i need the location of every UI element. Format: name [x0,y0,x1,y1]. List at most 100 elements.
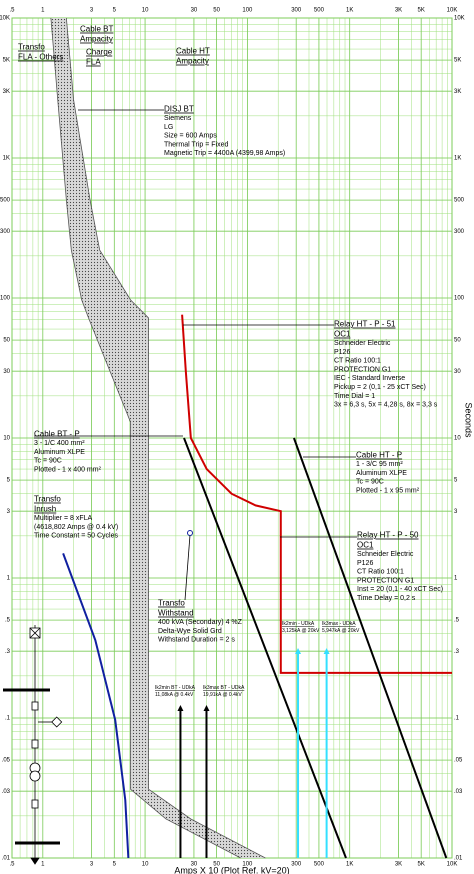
annotation-line: Time Dial = 1 [334,393,375,400]
annotation-line: 3x = 6,3 s, 5x = 4,28 s, 8x = 3,3 s [334,402,438,409]
withstand-point [187,530,193,536]
x-tick-label: 500 [314,862,325,868]
y-tick-label: .5 [5,618,11,624]
arrow-label: Ik3max - UDkA [322,621,356,627]
annotation-line: Tc = 90C [356,479,384,486]
y-tick-label: .03 [454,789,463,795]
y-tick-label: 100 [454,296,465,302]
y-tick-label: 50 [454,338,461,344]
annotation-title: FLA - Others [18,53,63,62]
annotation-line: Inst = 20 (0,1 - 40 xCT Sec) [357,586,443,593]
single-line-diagram [3,625,63,865]
x-tick-label: 1 [41,862,45,868]
annotation-line: Delta-Wye Solid Grd [158,628,222,635]
y-tick-label: .03 [2,789,11,795]
arrow-head [323,648,330,654]
x-tick-label: 10 [142,8,149,14]
annotation-title: Cable HT [176,47,210,56]
x-tick-label: 50 [213,8,220,14]
x-tick-label: 1 [41,8,45,14]
x-tick-label: 3 [90,8,94,14]
y-tick-label: 1 [7,576,11,582]
annotation-title: Withstand [158,609,194,618]
annotation-title: Transfo [18,43,45,52]
x-tick-label: 3K [395,862,402,868]
annotation-title: DISJ BT [164,105,194,114]
x-tick-label: 1K [346,862,353,868]
x-tick-label: 3 [90,862,94,868]
x-tick-label: 100 [242,862,253,868]
y-tick-label: 5 [7,478,11,484]
x-axis-label: Amps X 10 (Plot Ref. kV=20) [174,865,289,874]
annotation-title: Ampacity [176,57,209,66]
x-tick-label: 5K [418,8,425,14]
x-tick-label: 30 [191,862,198,868]
annotation-line: PROTECTION G1 [357,577,414,584]
arrow-head [177,705,184,711]
annotation-line: Schneider Electric [357,551,414,558]
annotation-line: Size = 600 Amps [164,133,217,140]
x-tick-label: .5 [9,8,15,14]
annotation-line: Pickup = 2 (0,1 - 25 xCT Sec) [334,384,426,391]
y-tick-label: 3K [3,89,10,95]
y-tick-label: .05 [2,758,11,764]
annotation-line: Multiplier = 8 xFLA [34,515,92,522]
y-tick-label: .01 [2,856,11,862]
y-axis-label: Seconds [464,402,474,438]
y-tick-label: 300 [454,229,465,235]
annotation-line: PROTECTION G1 [334,366,391,373]
annotation-line: IEC - Standard Inverse [334,375,405,382]
y-tick-label: 5K [454,58,461,64]
y-tick-label: 10K [0,16,10,22]
y-tick-label: .3 [5,649,11,655]
x-tick-label: 30 [191,8,198,14]
y-tick-label: 3K [454,89,461,95]
annotation-line: Aluminum XLPE [356,470,407,477]
x-tick-label: 5K [418,862,425,868]
annotation-title: FLA [86,58,101,67]
grid [11,17,453,859]
band-fill [50,18,266,858]
arrow-label: Ik3max BT - UDkA [203,685,245,691]
annotation-line: 1 - 3/C 95 mm² [356,461,403,468]
annotation-line: P126 [334,349,350,356]
y-tick-label: 30 [3,369,10,375]
y-tick-label: .1 [5,716,11,722]
x-tick-label: 10K [447,862,458,868]
curve [292,437,448,859]
y-tick-label: 500 [454,198,465,204]
annotation-line: Aluminum XLPE [34,449,85,456]
annotation-title: Transfo [34,495,61,504]
annotation-line: Time Delay = 0,2 s [357,595,416,602]
x-tick-label: 5 [113,862,117,868]
band-max-edge [65,17,266,859]
annotation-line: Thermal Trip = Fixed [164,141,228,148]
curve [183,437,347,859]
annotation-line: Withstand Duration = 2 s [158,637,235,644]
y-tick-label: 1K [3,156,10,162]
annotation-line: Schneider Electric [334,340,391,347]
x-tick-label: 10K [447,8,458,14]
x-tick-label: 5 [113,8,117,14]
annotation-line: 400 kVA (Secondary) 4 %Z [158,619,243,626]
annotation-title: Cable BT [80,25,113,34]
leader-line [184,534,191,601]
annotation-line: Time Constant = 50 Cycles [34,533,118,540]
y-tick-label: 50 [3,338,10,344]
annotation-line: Siemens [164,115,192,122]
annotation-title: Transfo [158,599,185,608]
y-tick-label: 5K [3,58,10,64]
annotation-title: Cable HT - P [356,451,402,460]
y-tick-label: .3 [454,649,460,655]
arrow-sublabel: 19,91kA @ 0.4kV [203,692,242,698]
y-tick-label: .05 [454,758,463,764]
annotation-title: OC1 [357,541,374,550]
annotation-line: (4618,802 Amps @ 0.4 kV) [34,524,118,531]
y-tick-label: 300 [0,229,11,235]
annotation-line: Plotted - 1 x 95 mm² [356,487,420,494]
arrow-head [295,648,302,654]
x-tick-label: 100 [242,8,253,14]
x-tick-label: 300 [291,862,302,868]
annotation-line: CT Ratio 100:1 [334,358,381,365]
